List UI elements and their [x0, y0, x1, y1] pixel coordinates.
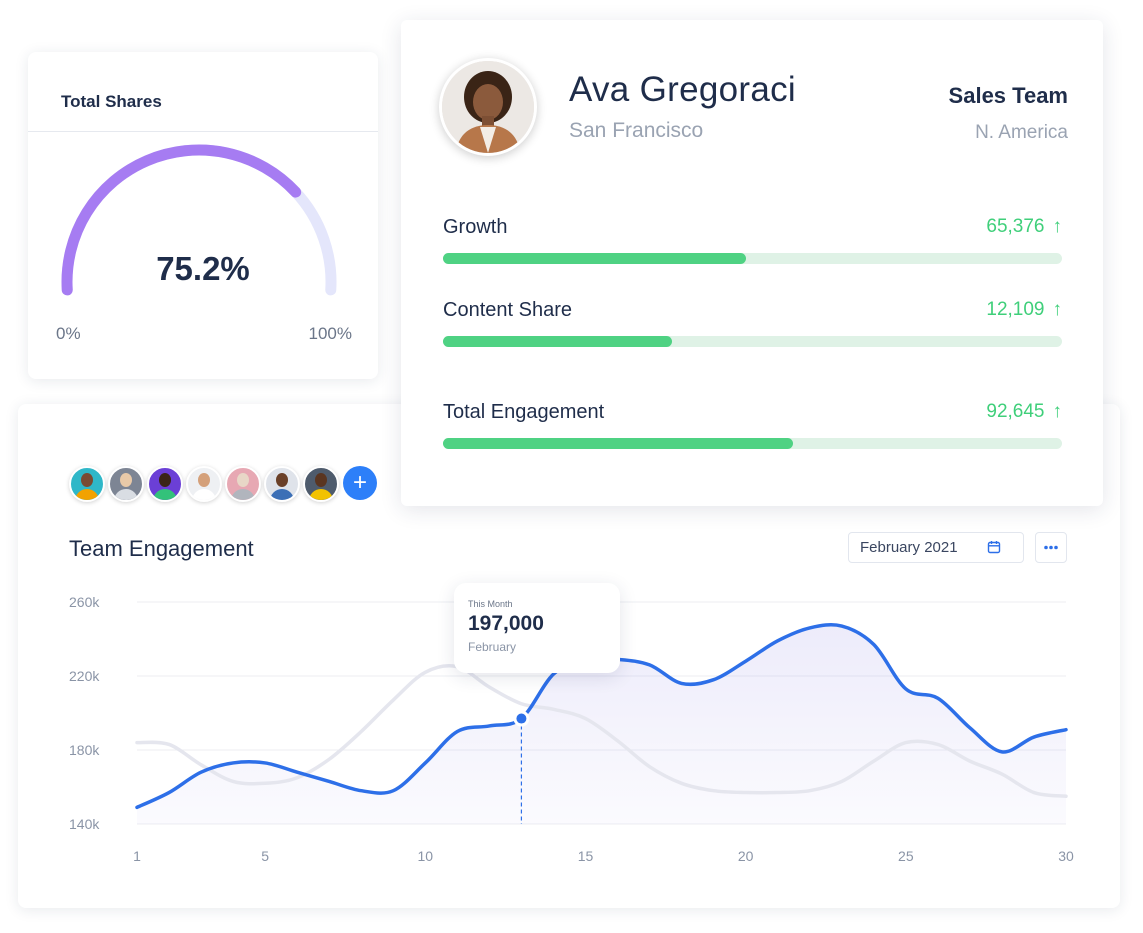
metric-value: 12,109 ↑	[986, 299, 1062, 321]
x-tick-label: 30	[1058, 848, 1074, 864]
metric-label: Content Share	[443, 299, 572, 321]
metric-progress-fill	[443, 438, 793, 449]
more-options-button[interactable]	[1035, 532, 1067, 563]
tooltip-caption: This Month	[468, 599, 513, 609]
profile-team: Sales Team	[948, 83, 1068, 108]
metric-label: Growth	[443, 216, 508, 238]
team-engagement-title: Team Engagement	[69, 536, 254, 561]
team-avatar[interactable]	[303, 466, 339, 502]
metric-number: 65,376	[986, 216, 1045, 237]
team-avatar[interactable]	[264, 466, 300, 502]
add-member-button[interactable]: +	[343, 466, 377, 500]
y-tick-label: 180k	[69, 742, 100, 758]
metric-value: 65,376 ↑	[986, 216, 1062, 238]
arrow-up-icon: ↑	[1052, 216, 1063, 237]
shares-gauge	[61, 144, 337, 296]
y-tick-label: 260k	[69, 594, 100, 610]
chart-tooltip: This Month 197,000 February	[454, 583, 620, 673]
x-tick-label: 25	[898, 848, 914, 864]
team-avatar[interactable]	[108, 466, 144, 502]
metric-progress-track	[443, 438, 1062, 449]
y-tick-label: 220k	[69, 668, 100, 684]
profile-region: N. America	[975, 122, 1068, 143]
total-shares-card: Total Shares 75.2% 0% 100%	[28, 52, 378, 379]
date-picker[interactable]: February 2021	[848, 532, 1024, 563]
y-tick-label: 140k	[69, 816, 100, 832]
gauge-value: 75.2%	[156, 250, 250, 287]
divider	[28, 131, 378, 132]
metric-progress-fill	[443, 253, 747, 264]
team-avatar[interactable]	[147, 466, 183, 502]
x-tick-label: 20	[738, 848, 754, 864]
total-shares-title: Total Shares	[61, 92, 162, 111]
date-picker-value: February 2021	[860, 539, 958, 556]
metric-progress-fill	[443, 336, 673, 347]
arrow-up-icon: ↑	[1052, 401, 1063, 422]
team-avatar[interactable]	[69, 466, 105, 502]
profile-photo	[442, 61, 534, 153]
x-tick-label: 5	[261, 848, 269, 864]
gauge-min-label: 0%	[56, 324, 81, 343]
metric-number: 12,109	[986, 299, 1045, 320]
metric-progress-track	[443, 336, 1062, 347]
x-tick-label: 10	[418, 848, 434, 864]
team-avatar[interactable]	[186, 466, 222, 502]
metric-value: 92,645 ↑	[986, 401, 1062, 423]
team-avatar[interactable]	[225, 466, 261, 502]
metric-progress-track	[443, 253, 1062, 264]
gauge-fill	[61, 144, 302, 296]
profile-card: Ava Gregoraci San Francisco Sales Team N…	[401, 20, 1103, 506]
x-tick-label: 15	[578, 848, 594, 864]
metric-number: 92,645	[986, 401, 1045, 422]
series-area	[137, 624, 1066, 824]
gauge-max-label: 100%	[308, 324, 352, 343]
tooltip-value: 197,000	[468, 612, 544, 635]
profile-avatar[interactable]	[439, 58, 537, 156]
calendar-icon	[987, 541, 1001, 554]
tooltip-month: February	[468, 640, 517, 654]
series-line-secondary	[135, 664, 1068, 798]
profile-city: San Francisco	[569, 119, 704, 142]
x-tick-label: 1	[133, 848, 141, 864]
metric-label: Total Engagement	[443, 401, 605, 423]
more-horizontal-icon	[1044, 545, 1058, 550]
highlight-point	[516, 713, 527, 724]
arrow-up-icon: ↑	[1052, 299, 1063, 320]
profile-name: Ava Gregoraci	[569, 70, 796, 109]
plus-icon: +	[352, 469, 367, 496]
